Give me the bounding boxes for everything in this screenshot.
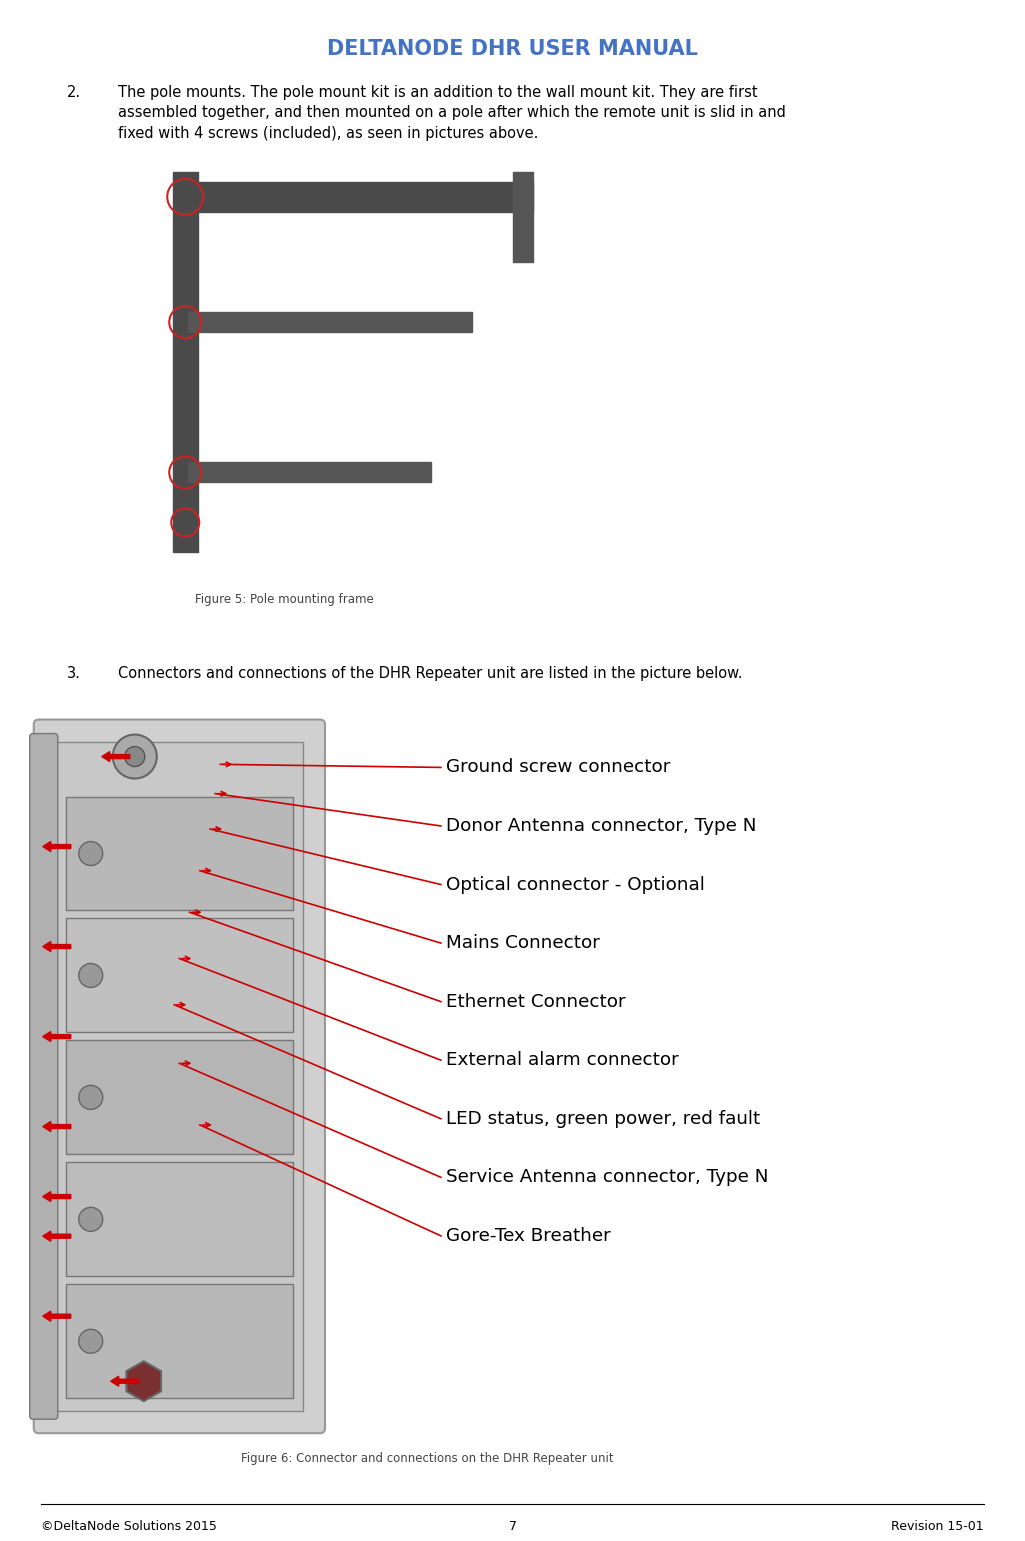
Bar (66, 797, 293, 911)
FancyBboxPatch shape (34, 720, 325, 1433)
FancyArrow shape (43, 1122, 71, 1131)
FancyArrow shape (101, 752, 130, 761)
Circle shape (79, 1330, 102, 1353)
Bar (66, 1284, 293, 1398)
Bar (55, 741, 303, 1412)
Text: External alarm connector: External alarm connector (446, 1051, 679, 1069)
Text: 2.: 2. (67, 85, 81, 100)
Text: The pole mounts. The pole mount kit is an addition to the wall mount kit. They a: The pole mounts. The pole mount kit is a… (118, 85, 786, 140)
FancyArrow shape (43, 1031, 71, 1042)
Text: 7: 7 (508, 1521, 517, 1533)
Text: 3.: 3. (67, 666, 81, 681)
FancyBboxPatch shape (30, 734, 57, 1419)
Text: ©DeltaNode Solutions 2015: ©DeltaNode Solutions 2015 (41, 1521, 217, 1533)
Text: Donor Antenna connector, Type N: Donor Antenna connector, Type N (446, 817, 756, 835)
FancyArrow shape (43, 841, 71, 852)
Text: LED status, green power, red fault: LED status, green power, red fault (446, 1110, 761, 1128)
Text: Gore-Tex Breather: Gore-Tex Breather (446, 1227, 611, 1245)
Polygon shape (173, 171, 198, 553)
FancyArrow shape (43, 942, 71, 951)
Bar (66, 1040, 293, 1154)
Text: Connectors and connections of the DHR Repeater unit are listed in the picture be: Connectors and connections of the DHR Re… (118, 666, 742, 681)
Circle shape (113, 735, 157, 778)
Text: Service Antenna connector, Type N: Service Antenna connector, Type N (446, 1168, 769, 1187)
Text: DELTANODE DHR USER MANUAL: DELTANODE DHR USER MANUAL (327, 39, 698, 59)
FancyArrow shape (43, 1311, 71, 1321)
Polygon shape (512, 171, 533, 262)
Text: Figure 6: Connector and connections on the DHR Repeater unit: Figure 6: Connector and connections on t… (241, 1452, 614, 1464)
Text: Mains Connector: Mains Connector (446, 934, 600, 952)
Text: Revision 15-01: Revision 15-01 (892, 1521, 984, 1533)
Circle shape (79, 963, 102, 988)
Text: Optical connector - Optional: Optical connector - Optional (446, 875, 705, 894)
Polygon shape (189, 182, 533, 211)
Bar (66, 918, 293, 1032)
Text: Figure 5: Pole mounting frame: Figure 5: Pole mounting frame (195, 593, 373, 606)
Circle shape (125, 746, 145, 766)
Polygon shape (189, 462, 430, 482)
Text: Ethernet Connector: Ethernet Connector (446, 992, 625, 1011)
Bar (66, 1162, 293, 1276)
Circle shape (79, 1085, 102, 1110)
Text: Ground screw connector: Ground screw connector (446, 758, 670, 777)
Circle shape (79, 841, 102, 866)
Polygon shape (126, 1361, 161, 1401)
FancyArrow shape (43, 1191, 71, 1202)
FancyArrow shape (43, 1231, 71, 1241)
Polygon shape (189, 313, 472, 333)
FancyArrow shape (111, 1376, 138, 1387)
Circle shape (79, 1207, 102, 1231)
